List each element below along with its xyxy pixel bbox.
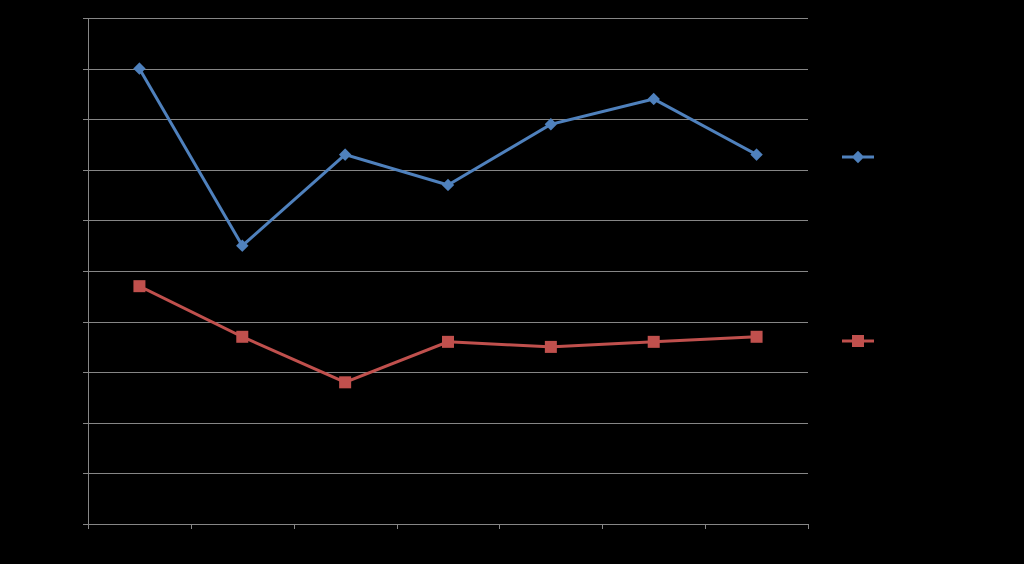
data-point	[236, 239, 249, 252]
legend-marker	[851, 150, 865, 164]
series-group	[133, 62, 763, 389]
legend-entry	[842, 150, 874, 164]
data-point	[750, 330, 763, 343]
data-point	[441, 178, 455, 192]
data-point	[338, 148, 352, 161]
series-1	[133, 62, 763, 252]
data-point	[133, 62, 146, 75]
data-point	[647, 92, 660, 106]
data-point	[339, 376, 352, 389]
data-point	[236, 330, 249, 343]
data-point	[544, 118, 558, 131]
data-point	[750, 148, 763, 161]
legend-entry	[842, 335, 874, 347]
data-point	[544, 340, 557, 353]
axes	[83, 18, 809, 529]
data-point	[647, 335, 660, 348]
legend	[842, 150, 874, 347]
gridlines	[88, 18, 808, 474]
data-point	[442, 335, 454, 348]
series-line	[137, 284, 759, 384]
series-line	[137, 67, 759, 248]
data-point	[133, 280, 146, 293]
legend-marker	[852, 335, 864, 347]
series-2	[133, 280, 763, 389]
